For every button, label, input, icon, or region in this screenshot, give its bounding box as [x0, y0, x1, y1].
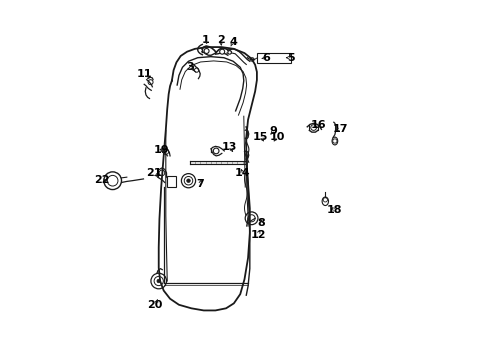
Text: 10: 10 [269, 132, 285, 142]
Text: 11: 11 [137, 69, 152, 79]
Text: 5: 5 [286, 53, 294, 63]
Circle shape [159, 170, 164, 176]
Text: 1: 1 [201, 35, 209, 45]
Ellipse shape [331, 137, 337, 145]
Circle shape [148, 80, 153, 85]
Bar [256, 53, 290, 63]
Text: 13: 13 [222, 142, 237, 152]
Circle shape [181, 174, 195, 188]
Bar [167, 176, 176, 187]
Circle shape [244, 212, 258, 225]
Text: 7: 7 [196, 179, 203, 189]
Text: 6: 6 [261, 53, 269, 63]
Circle shape [103, 172, 121, 190]
Circle shape [219, 49, 224, 54]
Circle shape [227, 51, 231, 54]
Text: 18: 18 [326, 205, 342, 215]
Circle shape [203, 49, 209, 54]
Text: 12: 12 [250, 230, 265, 240]
Circle shape [163, 149, 168, 154]
Text: 8: 8 [257, 218, 265, 228]
Text: 9: 9 [268, 126, 276, 136]
Circle shape [194, 68, 198, 72]
Text: 16: 16 [310, 120, 326, 130]
Text: 19: 19 [153, 145, 169, 155]
Text: 20: 20 [147, 300, 163, 310]
Circle shape [213, 148, 219, 154]
Ellipse shape [322, 197, 328, 206]
Text: 17: 17 [332, 123, 347, 134]
Circle shape [157, 279, 160, 283]
Circle shape [151, 273, 166, 289]
Text: 3: 3 [186, 62, 194, 72]
Text: 4: 4 [229, 37, 237, 48]
Text: 15: 15 [252, 132, 267, 142]
Text: 21: 21 [146, 168, 162, 178]
Circle shape [186, 179, 190, 183]
Text: 22: 22 [94, 175, 109, 185]
Text: 2: 2 [217, 35, 225, 45]
Circle shape [310, 125, 316, 130]
Text: 14: 14 [234, 168, 250, 178]
Circle shape [250, 58, 254, 61]
